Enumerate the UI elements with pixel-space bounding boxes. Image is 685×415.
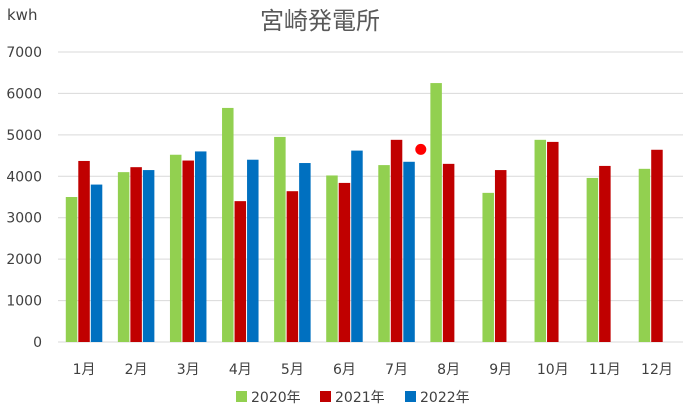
bar (638, 168, 651, 342)
bar (482, 192, 494, 342)
x-tick-label: 10月 (537, 362, 569, 378)
bar (351, 150, 363, 342)
bars (65, 83, 663, 343)
bar (430, 83, 442, 343)
highlight-marker (415, 143, 427, 155)
bar (338, 182, 351, 342)
bar (547, 141, 559, 342)
y-tick-label: 1000 (6, 294, 42, 310)
y-tick-label: 2000 (6, 252, 42, 268)
bar (90, 184, 103, 342)
bar (65, 197, 78, 342)
x-tick-label: 11月 (589, 362, 621, 378)
legend-swatch (236, 391, 247, 402)
bar (586, 177, 599, 342)
x-tick-label: 8月 (437, 362, 460, 378)
x-tick-label: 6月 (333, 362, 356, 378)
y-tick-label: 4000 (6, 169, 42, 185)
bar (390, 139, 403, 342)
y-axis-ticks: 0 1000 2000 3000 4000 5000 6000 7000 (6, 45, 42, 351)
bar (117, 172, 130, 342)
bar (651, 149, 663, 342)
marker-layer (415, 143, 427, 155)
legend-label: 2022年 (420, 390, 470, 406)
bar (326, 175, 338, 342)
bar (169, 154, 182, 342)
bar (130, 167, 142, 342)
gridlines (58, 51, 683, 343)
legend-swatch (320, 391, 331, 402)
bar (442, 163, 455, 342)
bar (534, 139, 547, 342)
legend-label: 2020年 (251, 390, 301, 406)
bar (599, 165, 611, 342)
x-tick-label: 1月 (73, 362, 96, 378)
bar (274, 136, 286, 342)
bar (142, 170, 155, 342)
legend-swatch (405, 391, 416, 402)
bar (78, 160, 90, 342)
x-tick-label: 3月 (177, 362, 200, 378)
y-tick-label: 5000 (6, 128, 42, 144)
y-tick-label: 7000 (6, 45, 42, 61)
bar (222, 107, 234, 342)
bar (378, 165, 390, 342)
y-tick-label: 3000 (6, 211, 42, 227)
legend: 2020年 2021年 2022年 (236, 390, 470, 406)
bar (299, 163, 311, 342)
x-tick-label: 12月 (641, 362, 673, 378)
x-tick-label: 9月 (489, 362, 512, 378)
x-tick-label: 7月 (385, 362, 408, 378)
x-axis-ticks: 1月 2月 3月 4月 5月 6月 7月 8月 9月 10月 11月 12月 (73, 362, 673, 378)
y-axis-label: kwh (7, 6, 37, 24)
x-tick-label: 4月 (229, 362, 252, 378)
bar (234, 201, 247, 342)
x-tick-label: 2月 (125, 362, 148, 378)
x-tick-label: 5月 (281, 362, 304, 378)
legend-label: 2021年 (335, 390, 385, 406)
y-tick-label: 0 (33, 335, 42, 351)
bar (403, 161, 415, 342)
bar (286, 191, 299, 342)
y-tick-label: 6000 (6, 86, 42, 102)
bar (247, 159, 259, 342)
bar (182, 160, 194, 342)
bar (494, 170, 507, 342)
chart-title: 宮崎発電所 (260, 7, 380, 35)
bar (194, 151, 207, 342)
